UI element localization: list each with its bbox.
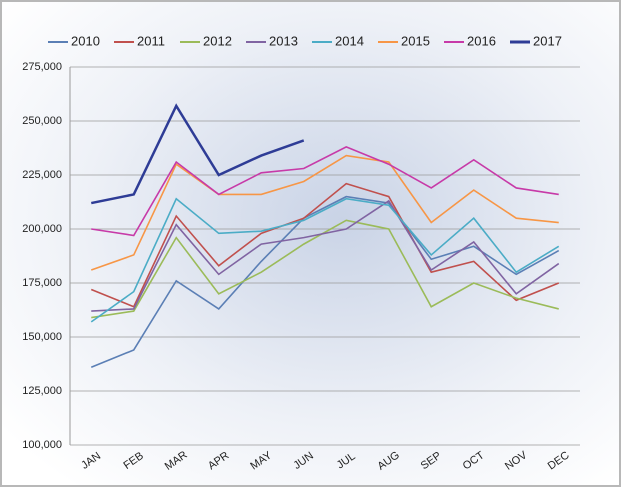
legend-label: 2015 (401, 33, 430, 48)
legend-label: 2012 (203, 33, 232, 48)
y-tick-label: 250,000 (22, 115, 62, 127)
legend-label: 2010 (71, 33, 100, 48)
y-tick-label: 225,000 (22, 169, 62, 181)
legend-label: 2011 (137, 33, 165, 48)
y-tick-label: 175,000 (22, 277, 62, 289)
legend-label: 2014 (335, 33, 364, 48)
legend-label: 2017 (533, 33, 562, 48)
frame (1, 1, 620, 486)
y-tick-label: 275,000 (22, 61, 62, 73)
y-tick-label: 125,000 (22, 385, 62, 397)
legend-label: 2013 (269, 33, 298, 48)
y-tick-label: 150,000 (22, 331, 62, 343)
legend-label: 2016 (467, 33, 496, 48)
chart: 2010 2011 2012 2013 2014 2015 2016 2017 100,000… (0, 0, 621, 487)
y-tick-label: 100,000 (22, 439, 62, 451)
y-tick-label: 200,000 (22, 223, 62, 235)
